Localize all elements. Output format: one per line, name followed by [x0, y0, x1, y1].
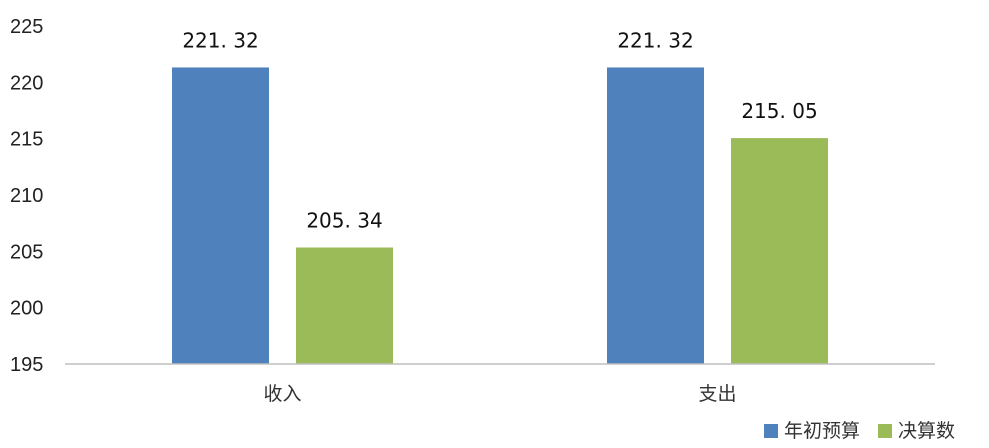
- bar-value-label: 221. 32: [182, 28, 258, 52]
- bar-final-income: [296, 247, 393, 364]
- bar-value-label: 205. 34: [306, 209, 382, 233]
- legend-swatch: [764, 424, 778, 438]
- bar-group: [172, 67, 828, 364]
- legend-swatch: [878, 424, 892, 438]
- data-label-group: 221. 32 205. 34 221. 32 215. 05: [182, 28, 817, 232]
- x-axis-labels: 收入 支出: [263, 383, 736, 405]
- x-category-label: 收入: [263, 383, 301, 405]
- bar-value-label: 215. 05: [741, 99, 817, 123]
- bar-final-expense: [731, 138, 828, 364]
- bar-budget-expense: [607, 67, 704, 364]
- y-tick-label: 205: [10, 241, 43, 263]
- y-tick-label: 220: [10, 72, 43, 94]
- y-axis-ticks: 195 200 205 210 215 220 225: [10, 16, 43, 376]
- x-category-label: 支出: [698, 383, 736, 405]
- y-tick-label: 215: [10, 129, 43, 151]
- y-tick-label: 200: [10, 298, 43, 320]
- legend-label: 年初预算: [784, 420, 860, 442]
- legend: 年初预算 决算数: [764, 420, 955, 442]
- y-tick-label: 225: [10, 16, 43, 38]
- y-tick-label: 210: [10, 185, 43, 207]
- legend-label: 决算数: [898, 420, 955, 442]
- y-tick-label: 195: [10, 354, 43, 376]
- bar-budget-income: [172, 67, 269, 364]
- bar-value-label: 221. 32: [617, 28, 693, 52]
